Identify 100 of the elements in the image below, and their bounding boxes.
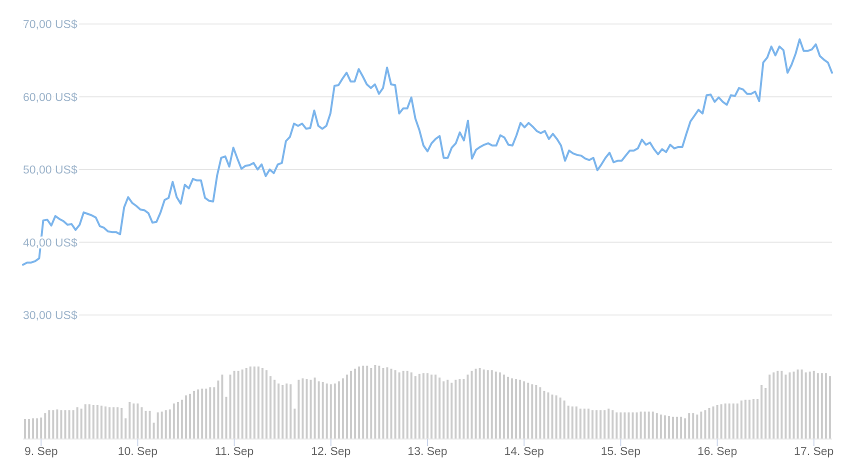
bar <box>740 400 742 439</box>
bar <box>816 373 819 439</box>
y-tick-label: 30,00 US$ <box>23 310 78 322</box>
bar <box>265 370 268 439</box>
bar <box>567 406 570 439</box>
bar <box>80 408 82 439</box>
bar <box>828 376 831 439</box>
bar <box>732 403 734 439</box>
bar <box>88 404 90 439</box>
bar <box>350 370 352 439</box>
x-tick-label: 12. Sep <box>311 446 351 458</box>
bar <box>446 380 449 439</box>
bar <box>358 366 360 439</box>
line-series <box>22 38 833 266</box>
bar <box>241 369 244 439</box>
x-tick-label: 9. Sep <box>24 446 58 458</box>
bar <box>354 368 356 439</box>
y-tick-label: 60,00 US$ <box>23 92 78 104</box>
bar <box>176 402 179 439</box>
bar <box>748 400 750 439</box>
bar <box>414 376 416 439</box>
bar <box>523 381 526 439</box>
bar <box>688 413 690 439</box>
bar <box>426 373 428 439</box>
bar <box>664 415 666 439</box>
bar <box>502 374 505 439</box>
bar <box>294 408 296 439</box>
bar <box>370 368 372 439</box>
bar <box>494 372 497 439</box>
bar <box>672 416 674 439</box>
bar <box>40 418 42 439</box>
bar <box>48 410 50 439</box>
bar <box>511 378 514 439</box>
bar <box>575 406 578 439</box>
bar <box>290 384 292 439</box>
bar <box>278 384 280 439</box>
bar <box>583 408 586 439</box>
x-tick-label: 17. Sep <box>794 446 834 458</box>
bar <box>772 372 775 439</box>
bar <box>346 374 348 439</box>
bar <box>193 390 196 439</box>
y-tick-label: 70,00 US$ <box>23 19 78 32</box>
bar <box>820 373 823 439</box>
bar <box>245 368 248 439</box>
bar <box>612 410 614 439</box>
bar <box>482 369 485 439</box>
bar <box>92 404 94 439</box>
bar <box>362 366 364 439</box>
x-tick-label: 16. Sep <box>697 446 738 458</box>
bar <box>531 384 534 439</box>
bar <box>450 382 453 439</box>
bar <box>442 381 445 439</box>
bar <box>116 407 119 439</box>
bar <box>824 373 827 439</box>
bar <box>422 373 424 439</box>
bar <box>128 402 131 439</box>
bar <box>282 384 284 439</box>
bar <box>535 384 538 439</box>
bar <box>668 416 670 439</box>
y-tick-label: 50,00 US$ <box>23 164 78 177</box>
bar <box>36 418 38 439</box>
bar <box>752 399 755 439</box>
bar <box>600 410 602 439</box>
x-tick-label: 14. Sep <box>504 446 544 458</box>
bar <box>680 416 682 439</box>
bar <box>197 389 200 439</box>
bar <box>96 404 98 439</box>
bar <box>209 387 212 439</box>
bar <box>28 419 30 439</box>
bar <box>164 410 167 439</box>
bar <box>286 384 288 439</box>
bar <box>563 400 566 439</box>
bar <box>571 406 574 439</box>
bar <box>760 384 763 439</box>
bar <box>24 419 26 439</box>
bar <box>656 413 658 439</box>
bar <box>402 370 404 439</box>
bar <box>406 370 408 439</box>
bar <box>434 374 437 439</box>
bar <box>108 407 111 439</box>
bar <box>616 412 618 439</box>
bar <box>696 414 698 439</box>
bar <box>756 399 759 439</box>
bar <box>326 384 328 439</box>
bar <box>184 395 187 439</box>
bar <box>172 403 175 439</box>
bar <box>592 410 594 439</box>
bar <box>322 382 324 439</box>
bar <box>201 388 204 439</box>
bar <box>274 380 276 439</box>
bar <box>156 412 159 439</box>
bar <box>764 388 767 439</box>
bar <box>334 384 336 439</box>
bar <box>112 407 115 439</box>
bar <box>342 378 344 439</box>
bar <box>596 410 598 439</box>
bar <box>374 365 376 439</box>
bar <box>736 403 738 439</box>
bar <box>168 409 171 439</box>
bar <box>438 378 441 439</box>
